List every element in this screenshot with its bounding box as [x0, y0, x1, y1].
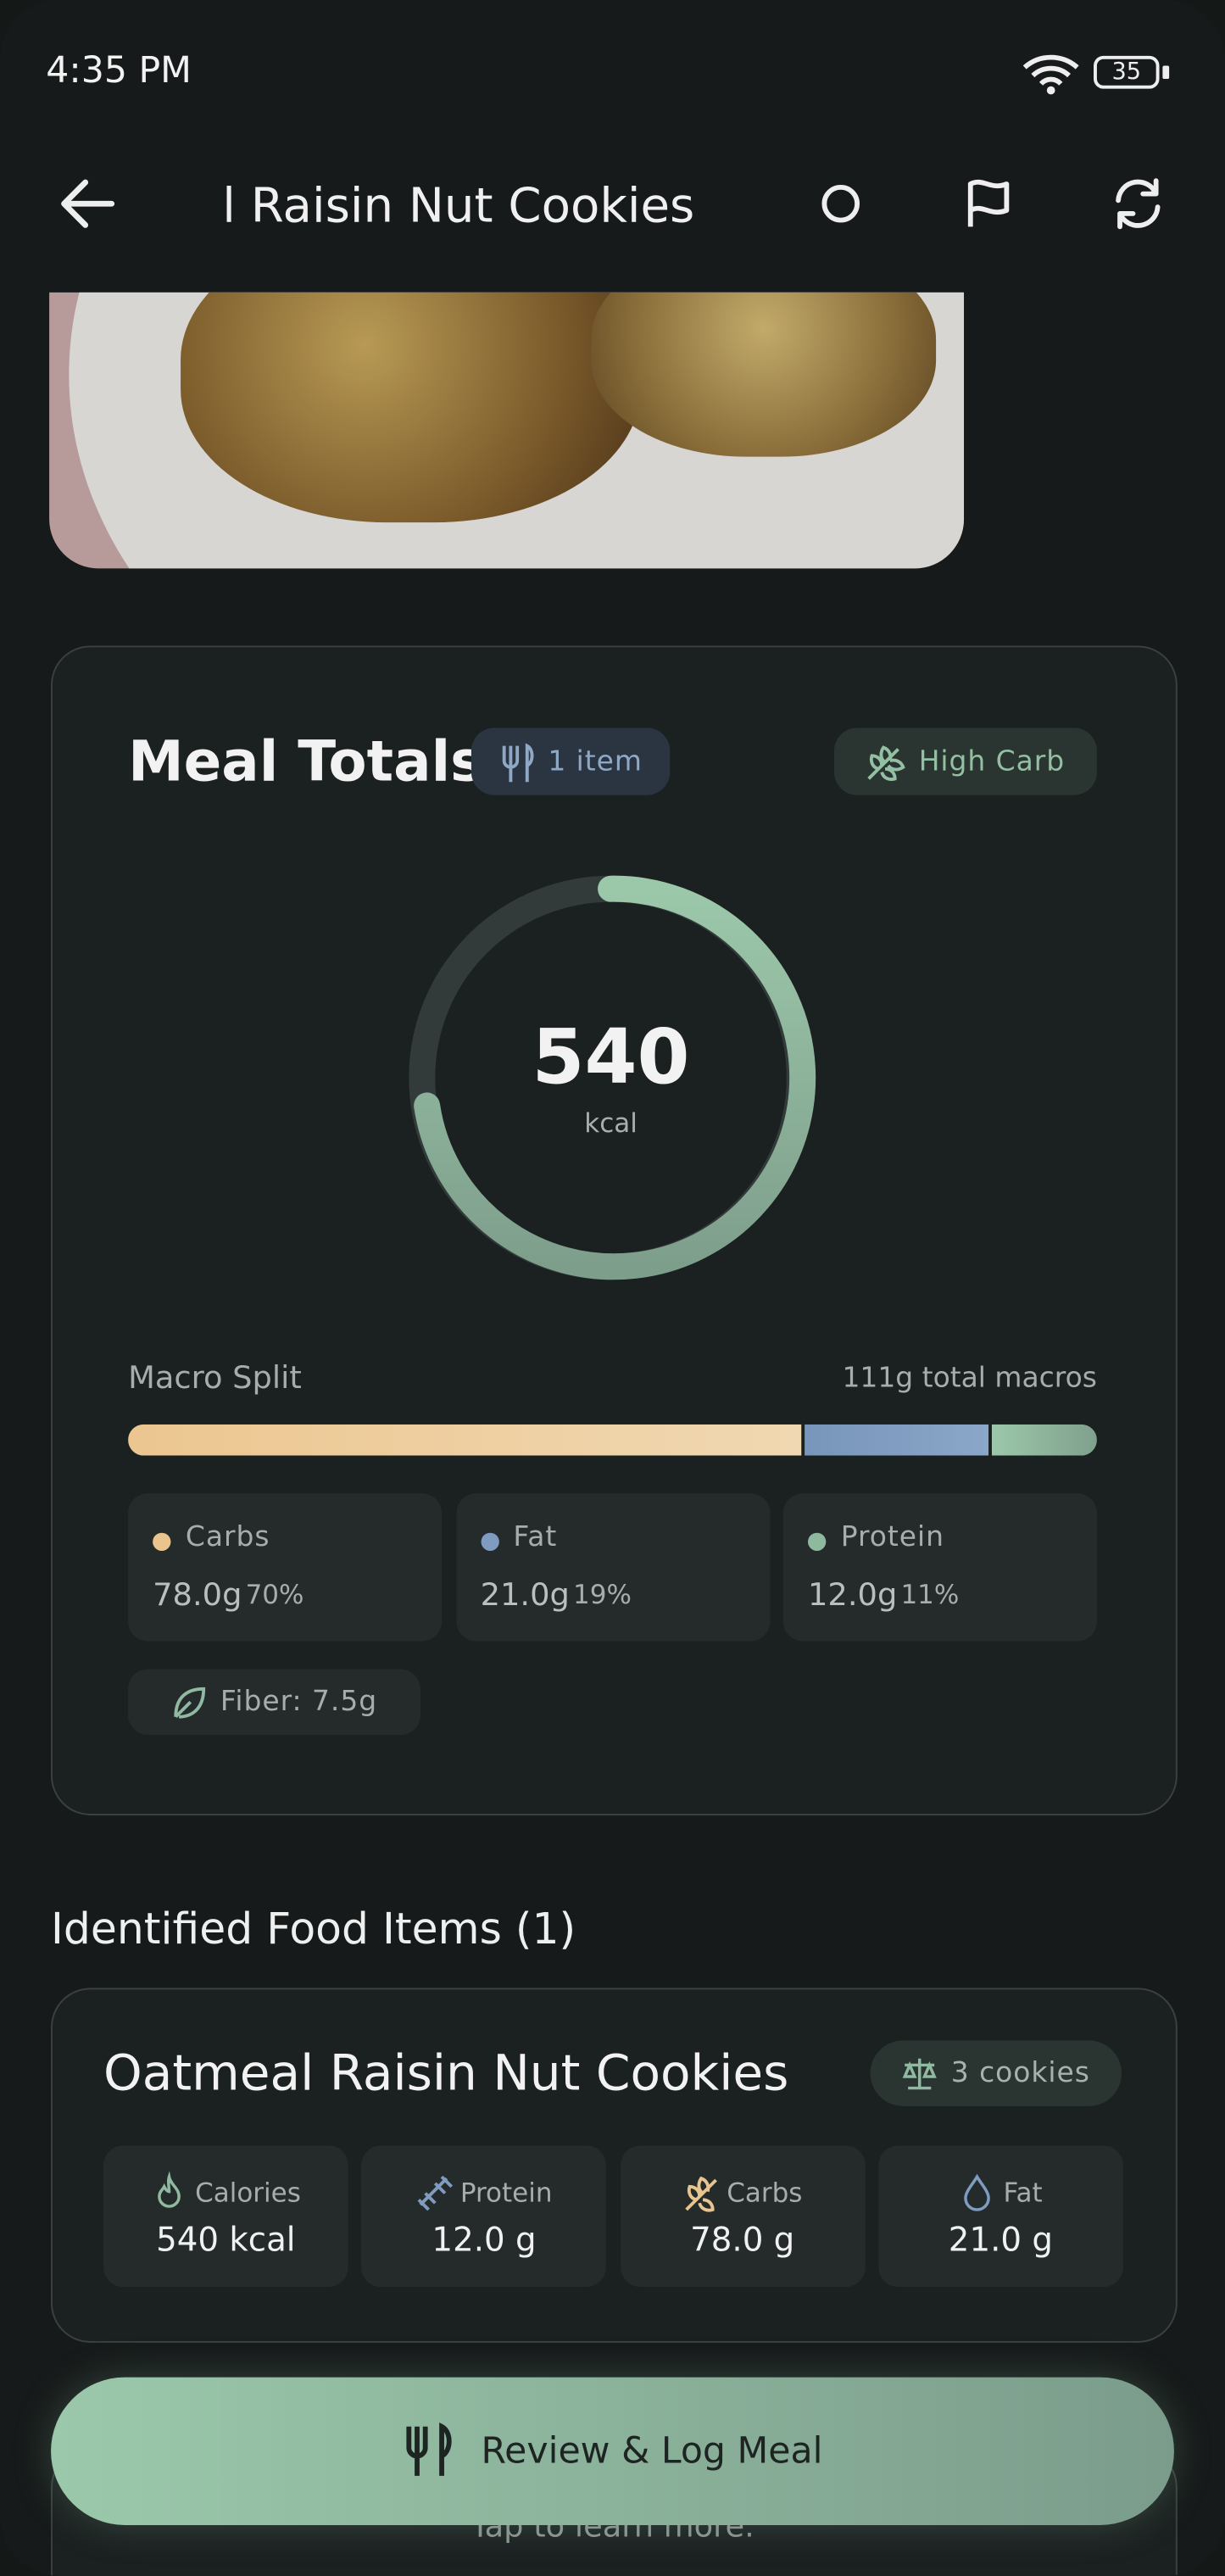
tag-chip: High Carb [833, 728, 1097, 795]
title-clip: Oatmeal Raisin Nut Cookies [221, 171, 701, 243]
button-label: Review & Log Meal [481, 2430, 823, 2472]
stat-head: Calories [103, 2171, 348, 2210]
stat-icon [157, 2171, 181, 2208]
total-macros: 111g total macros [842, 1362, 1097, 1395]
macro-percent: 11% [900, 1578, 960, 1610]
stat-icon [964, 2173, 990, 2211]
macro-dot [808, 1532, 827, 1551]
macro-bar [128, 1424, 1097, 1456]
macro-percent: 70% [245, 1578, 304, 1610]
review-log-button[interactable]: Review & Log Meal [51, 2377, 1174, 2525]
macro-segment [128, 1424, 802, 1456]
portion-text: 3 cookies [950, 2056, 1090, 2090]
stat-value: 540 kcal [156, 2219, 296, 2260]
flag-button[interactable] [966, 177, 1011, 230]
macro-name: Protein [840, 1521, 944, 1554]
fiber-chip: Fiber: 7.5g [128, 1669, 420, 1735]
stat-head: Carbs [620, 2173, 865, 2212]
stat-value: 12.0 g [432, 2219, 537, 2260]
wifi-icon [1022, 54, 1079, 95]
header-title: Oatmeal Raisin Nut Cookies [221, 177, 695, 234]
stat-label: Fat [1003, 2176, 1043, 2208]
portion-chip: 3 cookies [870, 2040, 1122, 2106]
macro-amount: 78.0g [153, 1577, 242, 1614]
macro-dot [480, 1532, 498, 1551]
stat-value: 78.0 g [690, 2219, 795, 2260]
back-button[interactable] [59, 177, 115, 230]
stat-label: Protein [459, 2176, 553, 2208]
macro-box: Fat 21.0g 19% [455, 1493, 770, 1642]
tag-chip-text: High Carb [918, 744, 1066, 778]
stat-label: Carbs [727, 2176, 803, 2208]
status-time: 4:35 PM [46, 51, 192, 92]
section-title: Identified Food Items (1) [51, 1905, 576, 1955]
status-icon[interactable] [821, 184, 860, 224]
macro-box: Protein 12.0g 11% [782, 1493, 1097, 1642]
items-chip-text: 1 item [548, 744, 643, 778]
macro-name: Carbs [185, 1521, 270, 1554]
stat-head: Fat [878, 2173, 1123, 2211]
stat-icon [418, 2175, 454, 2211]
macro-dot [153, 1532, 171, 1551]
food-item-name: Oatmeal Raisin Nut Cookies [103, 2045, 789, 2103]
battery: 35 [1094, 55, 1160, 89]
items-chip: 1 item [471, 728, 671, 795]
card-title: Meal Totals [128, 729, 484, 795]
battery-level: 35 [1111, 59, 1142, 86]
calorie-value: 540 [532, 1012, 690, 1101]
macro-name: Fat [513, 1521, 558, 1554]
stat-label: Calories [195, 2176, 301, 2208]
calorie-ring [409, 875, 816, 1280]
macro-segment [805, 1424, 988, 1456]
stat-value: 21.0 g [948, 2219, 1053, 2260]
macro-percent: 19% [573, 1578, 632, 1610]
battery-tip [1162, 65, 1170, 79]
macro-amount: 21.0g [480, 1577, 570, 1614]
fiber-text: Fiber: 7.5g [220, 1685, 378, 1719]
macro-split-label: Macro Split [128, 1360, 302, 1397]
macro-segment [991, 1424, 1097, 1456]
macro-amount: 12.0g [808, 1577, 898, 1614]
stat-head: Protein [362, 2173, 607, 2211]
food-photo [49, 292, 965, 569]
stat-box: Carbs 78.0 g [620, 2145, 866, 2287]
macro-box: Carbs 78.0g 70% [128, 1493, 443, 1642]
stat-box: Protein 12.0 g [361, 2145, 607, 2287]
calorie-unit: kcal [584, 1107, 638, 1139]
stat-box: Calories 540 kcal [103, 2145, 348, 2287]
refresh-button[interactable] [1111, 177, 1164, 230]
stat-box: Fat 21.0 g [878, 2145, 1123, 2287]
stat-icon [684, 2176, 717, 2212]
